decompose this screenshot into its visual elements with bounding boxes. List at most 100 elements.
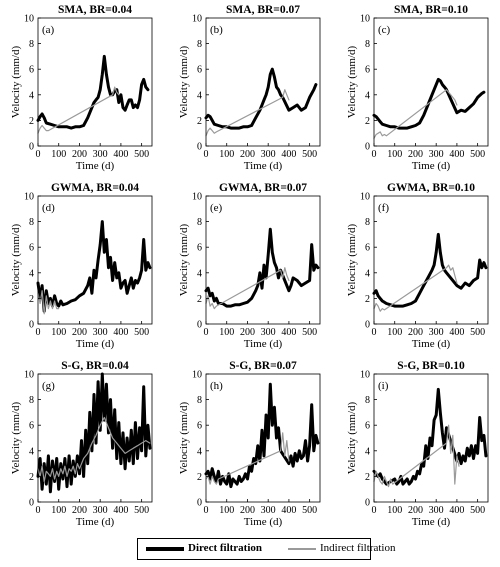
- panel-letter: (g): [42, 380, 55, 392]
- x-tick-label: 200: [408, 327, 423, 338]
- y-axis-label: Velocity (mm/d): [10, 45, 22, 118]
- y-tick-label: 4: [29, 268, 34, 279]
- panel-title: GWMA, BR=0.10: [387, 182, 475, 194]
- x-tick-label: 400: [449, 327, 464, 338]
- x-tick-label: 400: [113, 149, 128, 160]
- panel-letter: (a): [42, 24, 55, 36]
- x-axis-label: Time (d): [244, 516, 283, 528]
- y-tick-label: 8: [197, 395, 202, 406]
- x-tick-label: 500: [302, 327, 317, 338]
- series-indirect-filtration: [373, 89, 458, 139]
- panel-letter: (d): [42, 202, 55, 214]
- legend-indirect-label: Indirect filtration: [320, 542, 396, 554]
- y-tick-label: 4: [29, 446, 34, 457]
- y-axis-label: Velocity (mm/d): [10, 223, 22, 296]
- y-tick-label: 8: [365, 395, 370, 406]
- series-direct-filtration: [204, 382, 320, 489]
- panel-title: S-G, BR=0.07: [229, 360, 297, 372]
- x-tick-label: 300: [93, 327, 108, 338]
- y-tick-label: 8: [365, 39, 370, 50]
- x-tick-label: 200: [72, 505, 87, 516]
- x-tick-label: 200: [408, 149, 423, 160]
- x-tick-label: 300: [93, 505, 108, 516]
- x-tick-label: 0: [36, 505, 41, 516]
- y-tick-label: 10: [360, 14, 370, 25]
- y-tick-label: 6: [197, 421, 202, 432]
- x-axis-label: Time (d): [76, 516, 115, 528]
- y-tick-label: 0: [365, 498, 370, 509]
- legend-direct-swatch: [146, 547, 184, 551]
- y-tick-label: 2: [197, 294, 202, 305]
- x-tick-label: 500: [134, 149, 149, 160]
- x-tick-label: 100: [219, 327, 234, 338]
- y-tick-label: 6: [197, 243, 202, 254]
- panel-title: GWMA, BR=0.07: [219, 182, 307, 194]
- panel-letter: (i): [378, 380, 389, 392]
- y-tick-label: 4: [197, 90, 202, 101]
- y-tick-label: 8: [29, 395, 34, 406]
- x-tick-label: 0: [372, 149, 377, 160]
- series-direct-filtration: [204, 67, 318, 130]
- panel-7: S-G, BR=0.04 0 100 200 300 400 500 0 2 4 6 8 10 Time …: [10, 360, 153, 528]
- y-axis-label: Velocity (mm/d): [346, 223, 358, 296]
- series-direct-filtration: [372, 232, 488, 308]
- x-tick-label: 0: [36, 149, 41, 160]
- plot-frame: [37, 195, 153, 325]
- panel-6: GWMA, BR=0.10 0 100 200 300 400 500 0 2 4 6 8 10 Time…: [346, 182, 489, 350]
- panel-5: GWMA, BR=0.07 0 100 200 300 400 500 0 2 4 6 8 10 Time…: [178, 182, 321, 350]
- y-tick-label: 10: [24, 370, 34, 381]
- x-tick-label: 100: [51, 149, 66, 160]
- x-tick-label: 0: [372, 327, 377, 338]
- x-tick-label: 400: [281, 149, 296, 160]
- y-tick-label: 2: [365, 472, 370, 483]
- y-tick-label: 8: [365, 217, 370, 228]
- x-tick-label: 400: [281, 505, 296, 516]
- y-tick-label: 10: [360, 370, 370, 381]
- x-tick-label: 100: [219, 505, 234, 516]
- y-tick-label: 0: [29, 320, 34, 331]
- plot-frame: [205, 195, 321, 325]
- series-direct-filtration: [36, 54, 150, 130]
- y-tick-label: 8: [197, 39, 202, 50]
- y-tick-label: 2: [29, 472, 34, 483]
- panel-title: GWMA, BR=0.04: [51, 182, 139, 194]
- series-indirect-filtration: [37, 416, 151, 483]
- y-tick-label: 0: [365, 142, 370, 153]
- x-tick-label: 500: [302, 149, 317, 160]
- y-tick-label: 0: [365, 320, 370, 331]
- y-tick-label: 4: [29, 90, 34, 101]
- panel-9: S-G, BR=0.10 0 100 200 300 400 500 0 2 4 6 8 10 Time …: [346, 360, 489, 528]
- x-axis-label: Time (d): [412, 160, 451, 172]
- x-axis-label: Time (d): [412, 516, 451, 528]
- plot-frame: [373, 195, 489, 325]
- y-axis-label: Velocity (mm/d): [178, 401, 190, 474]
- series-indirect-filtration: [205, 89, 290, 137]
- x-tick-label: 200: [240, 327, 255, 338]
- plot-frame: [373, 17, 489, 147]
- y-tick-label: 10: [192, 14, 202, 25]
- x-tick-label: 100: [387, 327, 402, 338]
- panel-title: SMA, BR=0.10: [394, 4, 468, 16]
- y-tick-label: 2: [197, 472, 202, 483]
- x-tick-label: 100: [387, 505, 402, 516]
- legend-direct-label: Direct filtration: [188, 542, 263, 554]
- panel-letter: (h): [210, 380, 223, 392]
- y-tick-label: 10: [192, 370, 202, 381]
- y-tick-label: 0: [29, 142, 34, 153]
- legend-indirect-swatch: [288, 548, 316, 550]
- x-tick-label: 400: [449, 149, 464, 160]
- y-axis-label: Velocity (mm/d): [346, 45, 358, 118]
- y-tick-label: 2: [29, 116, 34, 127]
- x-tick-label: 500: [302, 505, 317, 516]
- x-tick-label: 200: [240, 505, 255, 516]
- x-tick-label: 0: [372, 505, 377, 516]
- y-tick-label: 2: [365, 116, 370, 127]
- y-tick-label: 4: [197, 268, 202, 279]
- panel-letter: (b): [210, 24, 223, 36]
- y-tick-label: 4: [365, 446, 370, 457]
- series-direct-filtration: [372, 387, 488, 486]
- plot-frame: [205, 373, 321, 503]
- panel-title: S-G, BR=0.10: [397, 360, 465, 372]
- plot-frame: [37, 373, 153, 503]
